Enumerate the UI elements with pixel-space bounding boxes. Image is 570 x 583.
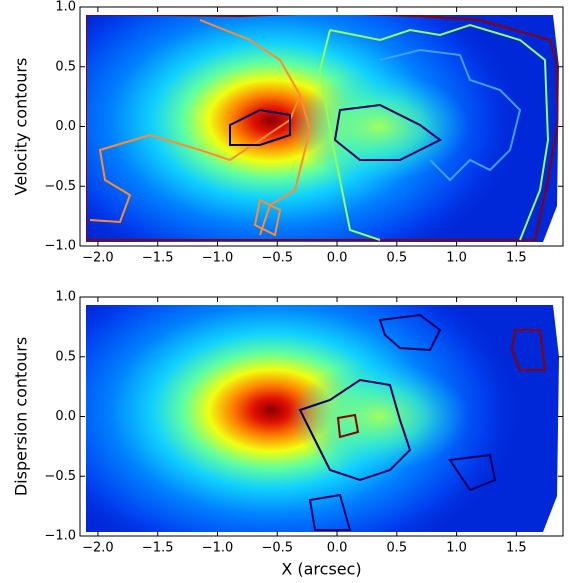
x-tick-label: 1.0 xyxy=(446,541,467,556)
x-tick-label: −1.5 xyxy=(142,541,174,556)
y-tick-label: 1.0 xyxy=(55,290,76,305)
heatmap xyxy=(86,15,559,242)
contour xyxy=(333,103,442,161)
contour xyxy=(379,48,522,182)
contour xyxy=(378,313,442,352)
y-axis-label: Velocity contours xyxy=(12,58,31,196)
heatmap-bump xyxy=(288,71,469,182)
contour xyxy=(298,378,412,482)
y-tick-label: −1.0 xyxy=(44,529,76,544)
x-tick-label: 0.5 xyxy=(386,541,407,556)
contour xyxy=(510,329,547,371)
x-tick-label: 1.5 xyxy=(506,541,527,556)
panel: −2.0 −1.5 −1.0 −0.5 0.0 0.5 1.0 1.5 −1.0 −0.5 0.0 0… xyxy=(12,290,564,579)
x-tick-label: −1.0 xyxy=(202,251,234,266)
y-tick-label: 0.0 xyxy=(55,119,76,134)
heatmap-glow xyxy=(86,15,532,242)
x-tick-label: 0.0 xyxy=(327,541,348,556)
contour xyxy=(89,19,312,236)
x-tick-label: 1.0 xyxy=(446,251,467,266)
x-tick-label: 0.5 xyxy=(386,251,407,266)
x-tick-label: −1.0 xyxy=(202,541,234,556)
panel: −2.0 −1.5 −1.0 −0.5 0.0 0.5 1.0 1.5 −1.0 −0.5 0.0 0… xyxy=(12,0,564,266)
x-tick-label: 0.0 xyxy=(327,251,348,266)
y-tick-label: −1.0 xyxy=(44,239,76,254)
contour xyxy=(253,198,282,237)
y-tick-label: 0.0 xyxy=(55,409,76,424)
y-tick-label: 0.5 xyxy=(55,349,76,364)
contour xyxy=(229,108,291,146)
x-tick-label: −2.0 xyxy=(82,541,114,556)
x-axis-label: X (arcsec) xyxy=(281,560,361,579)
contour xyxy=(448,453,497,492)
y-tick-label: −0.5 xyxy=(44,469,76,484)
heatmap-bump xyxy=(288,361,469,472)
y-axis-label: Dispersion contours xyxy=(12,337,31,496)
contour xyxy=(86,15,559,241)
x-tick-label: −0.5 xyxy=(261,251,293,266)
x-tick-label: −0.5 xyxy=(261,541,293,556)
y-tick-label: 0.5 xyxy=(55,59,76,74)
x-tick-label: −2.0 xyxy=(82,251,114,266)
heatmap xyxy=(86,305,559,532)
heatmap-glow xyxy=(86,305,532,532)
contour xyxy=(308,493,352,531)
x-tick-label: 1.5 xyxy=(506,251,527,266)
y-tick-label: 1.0 xyxy=(55,0,76,15)
contour xyxy=(318,23,550,241)
y-tick-label: −0.5 xyxy=(44,179,76,194)
x-tick-label: −1.5 xyxy=(142,251,174,266)
contour xyxy=(336,413,360,439)
